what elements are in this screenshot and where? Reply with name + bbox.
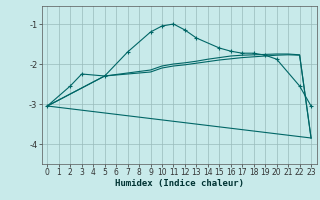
X-axis label: Humidex (Indice chaleur): Humidex (Indice chaleur) (115, 179, 244, 188)
